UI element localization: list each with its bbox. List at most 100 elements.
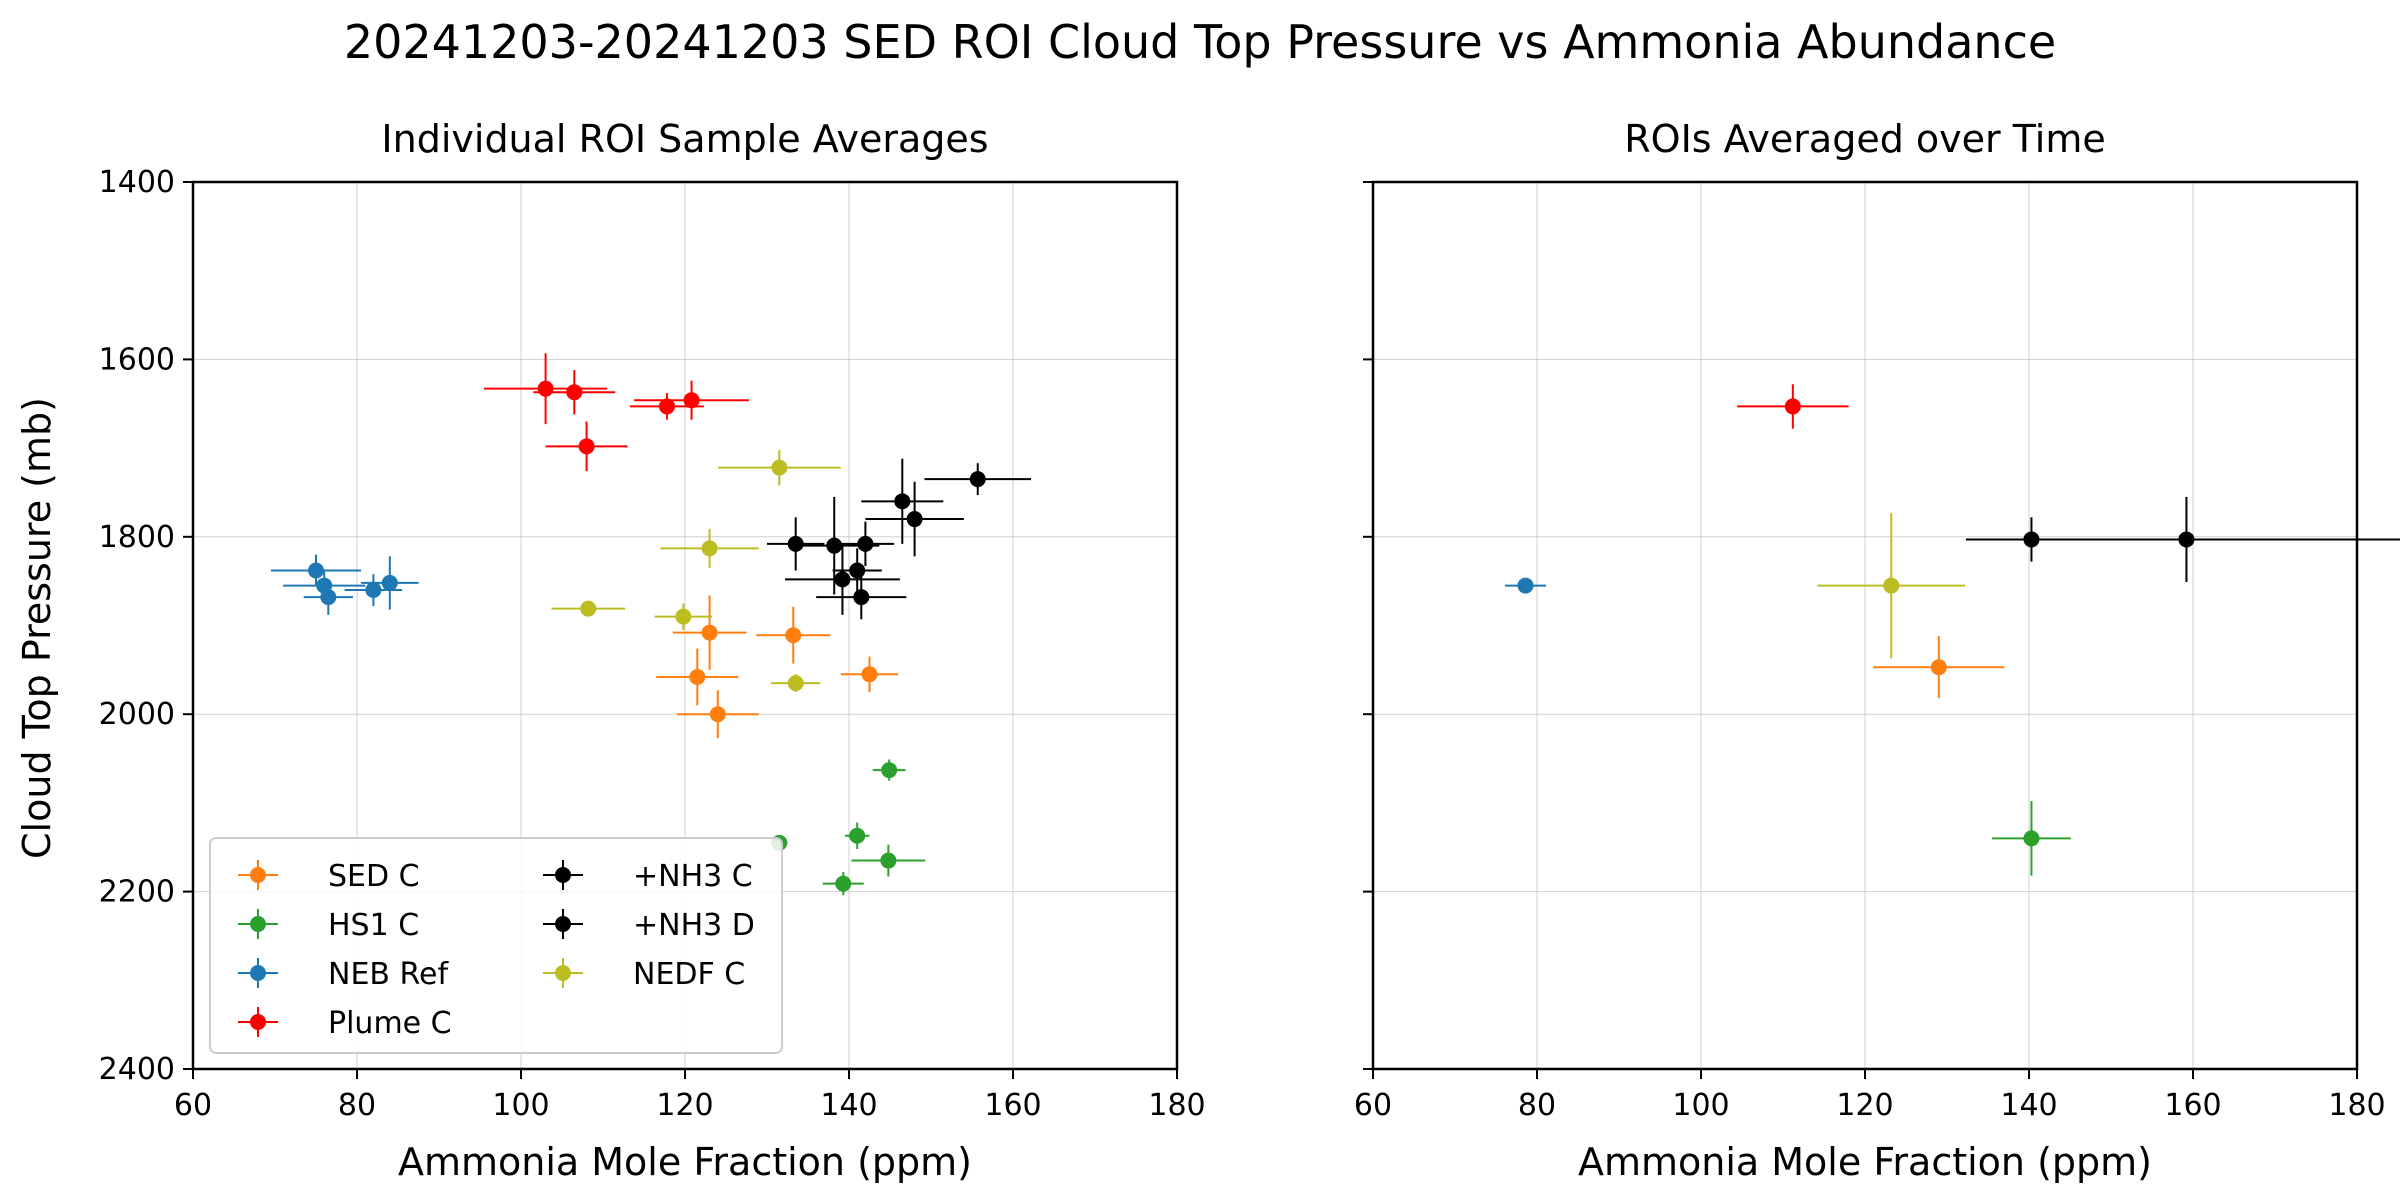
data-point — [701, 540, 718, 557]
right-x-tick-label: 120 — [1836, 1088, 1893, 1123]
right-series-sed-c — [1873, 636, 2005, 699]
data-point — [849, 562, 866, 579]
left-series-nedf-c — [551, 449, 841, 693]
right-axes: 60 80 100 120 140 160 180 — [1354, 180, 2386, 1123]
legend-entry-nedf-c: NEDF C — [543, 957, 745, 992]
left-x-tick-label: 120 — [656, 1088, 713, 1123]
left-y-axis-label: Cloud Top Pressure (mb) — [15, 397, 59, 859]
data-point — [1517, 577, 1534, 594]
left-x-tick-label: 60 — [174, 1088, 212, 1123]
data-point — [580, 600, 597, 617]
data-point — [2023, 830, 2040, 847]
data-point — [881, 762, 898, 779]
data-point — [381, 574, 398, 591]
left-x-axis-label: Ammonia Mole Fraction (ppm) — [398, 1140, 972, 1184]
legend-entry-plume-c: Plume C — [238, 1006, 452, 1041]
data-point — [2178, 531, 2195, 548]
left-series-nh3-d — [785, 521, 907, 620]
data-point — [709, 706, 726, 723]
left-y-tick-label: 1800 — [99, 520, 175, 555]
data-point — [906, 511, 923, 528]
right-panel-title: ROIs Averaged over Time — [1624, 117, 2105, 161]
figure-suptitle: 20241203-20241203 SED ROI Cloud Top Pres… — [344, 15, 2056, 69]
data-point — [787, 675, 804, 692]
data-point — [578, 438, 595, 455]
right-x-tick-label: 60 — [1354, 1088, 1392, 1123]
legend-marker — [555, 916, 571, 932]
left-x-tick-label: 180 — [1148, 1088, 1205, 1123]
left-x-tick-label: 140 — [820, 1088, 877, 1123]
data-point — [1930, 659, 1947, 676]
data-point — [566, 384, 583, 401]
legend-entry-nh3-d: +NH3 D — [543, 908, 755, 943]
legend-box — [209, 837, 783, 1054]
left-series-neb-ref — [270, 554, 419, 615]
data-point — [1883, 577, 1900, 594]
left-series-nh3-c — [767, 458, 1032, 595]
data-point — [683, 392, 700, 409]
data-point — [1784, 398, 1801, 415]
data-point — [849, 827, 866, 844]
legend-label: Plume C — [328, 1006, 452, 1041]
left-scatter-panel: Individual ROI Sample Averages Ammonia M… — [15, 117, 1206, 1184]
right-x-tick-label: 180 — [2328, 1088, 2385, 1123]
data-point — [689, 668, 706, 685]
legend-label: HS1 C — [328, 908, 419, 943]
right-series-nh3-d — [1966, 496, 2400, 583]
legend-marker — [250, 916, 266, 932]
right-series-nedf-c — [1817, 512, 1966, 659]
right-x-tick-label: 80 — [1518, 1088, 1556, 1123]
legend-entry-hs1-c: HS1 C — [238, 908, 419, 943]
left-axes: 60 80 100 120 140 160 180 1400 1600 1800 2000 2200 2… — [99, 165, 1206, 1123]
left-panel-title: Individual ROI Sample Averages — [381, 117, 988, 161]
right-scatter-panel: ROIs Averaged over Time Ammonia Mole Fra… — [1354, 117, 2400, 1184]
right-series-neb-ref — [1505, 577, 1547, 594]
left-axes-frame — [191, 180, 1179, 1071]
data-point — [834, 571, 851, 588]
left-y-tick-label: 2200 — [99, 875, 175, 910]
right-axes-frame — [1371, 180, 2359, 1071]
right-data-marks — [1505, 384, 2400, 876]
right-series-hs1-c — [1992, 801, 2071, 876]
data-point — [785, 627, 802, 644]
left-series-hs1-c — [771, 759, 926, 896]
legend-marker — [555, 867, 571, 883]
legend-label: +NH3 C — [633, 859, 753, 894]
left-y-tick-label: 2000 — [99, 697, 175, 732]
left-series-sed-c — [656, 595, 899, 739]
data-point — [857, 535, 874, 552]
data-point — [308, 562, 324, 579]
data-point — [658, 398, 675, 415]
left-x-tick-label: 160 — [984, 1088, 1041, 1123]
data-point — [365, 582, 382, 599]
right-x-tick-label: 160 — [2164, 1088, 2221, 1123]
right-x-axis-label: Ammonia Mole Fraction (ppm) — [1578, 1140, 2152, 1184]
legend-marker — [250, 1014, 266, 1030]
data-point — [861, 666, 878, 683]
data-point — [880, 852, 897, 869]
right-x-tick-label: 100 — [1672, 1088, 1729, 1123]
data-point — [675, 608, 692, 625]
data-point — [853, 589, 870, 606]
left-series-plume-c — [484, 353, 749, 472]
left-y-tick-label: 1600 — [99, 342, 175, 377]
left-y-tick-label: 1400 — [99, 165, 175, 200]
left-data-marks — [270, 353, 1032, 896]
legend-label: NEB Ref — [328, 957, 449, 992]
data-point — [537, 380, 554, 397]
legend-entry-sed-c: SED C — [238, 859, 420, 894]
legend-marker — [250, 867, 266, 883]
data-point — [787, 535, 804, 552]
legend-entry-neb-ref: NEB Ref — [238, 957, 449, 992]
left-y-tick-label: 2400 — [99, 1052, 175, 1087]
legend-entry-nh3-c: +NH3 C — [543, 859, 753, 894]
left-x-tick-label: 100 — [492, 1088, 549, 1123]
data-point — [771, 459, 788, 476]
legend-label: +NH3 D — [633, 908, 755, 943]
data-point — [701, 624, 718, 641]
data-point — [894, 493, 911, 510]
right-series-plume-c — [1737, 384, 1849, 429]
left-x-tick-label: 80 — [338, 1088, 376, 1123]
legend-label: SED C — [328, 859, 420, 894]
